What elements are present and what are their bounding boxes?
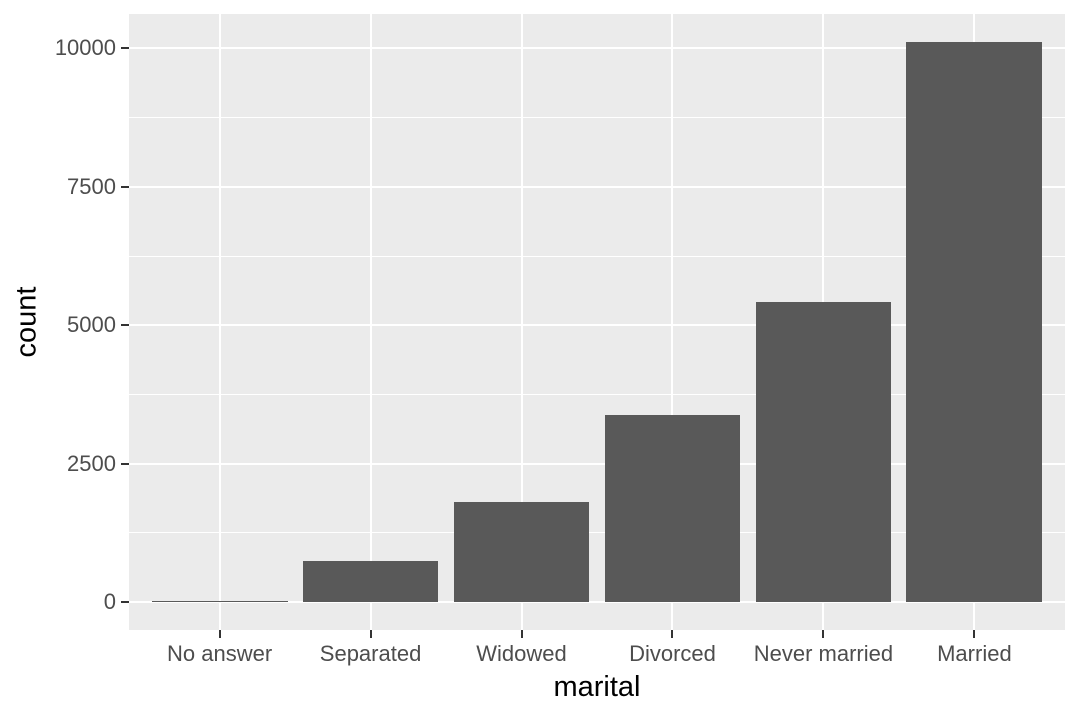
y-tick-mark — [121, 47, 129, 50]
y-tick-label: 5000 — [67, 312, 116, 338]
bar-married — [906, 42, 1043, 602]
x-tick-mark — [671, 630, 674, 638]
x-tick-mark — [973, 630, 976, 638]
x-tick-label: Never married — [753, 641, 894, 666]
bar-divorced — [604, 414, 741, 602]
x-tick-mark — [369, 630, 372, 638]
bar-never-married — [755, 302, 892, 602]
gridline-minor — [129, 255, 1065, 257]
bar-no-answer — [151, 601, 288, 603]
gridline-minor — [129, 393, 1065, 395]
x-tick-mark — [218, 630, 221, 638]
x-axis-title: marital — [553, 671, 641, 703]
x-tick-label: Married — [937, 641, 1012, 666]
gridline-major-vertical — [369, 14, 372, 630]
gridline-minor — [129, 117, 1065, 119]
y-tick-mark — [121, 185, 129, 188]
plot-panel — [129, 14, 1065, 630]
gridline-major — [129, 462, 1065, 465]
gridline-major — [129, 47, 1065, 50]
bar-separated — [302, 560, 439, 602]
x-tick-label: No answer — [167, 641, 273, 666]
y-tick-label: 10000 — [54, 35, 116, 61]
y-tick-mark — [121, 462, 129, 465]
gridline-minor — [129, 532, 1065, 534]
y-tick-mark — [121, 324, 129, 327]
gridline-major-vertical — [218, 14, 221, 630]
x-tick-label: Separated — [319, 641, 422, 666]
gridline-major — [129, 324, 1065, 327]
x-tick-mark — [822, 630, 825, 638]
gridline-major-vertical — [520, 14, 523, 630]
x-tick-label: Widowed — [476, 641, 567, 666]
x-tick-label: Divorced — [629, 641, 716, 666]
y-tick-label: 2500 — [67, 450, 116, 476]
gridline-major-vertical — [671, 14, 674, 630]
gridline-major — [129, 185, 1065, 188]
y-tick-label: 0 — [103, 588, 116, 614]
bar-widowed — [453, 501, 590, 602]
y-tick-mark — [121, 600, 129, 603]
x-tick-mark — [520, 630, 523, 638]
y-tick-label: 7500 — [67, 173, 116, 199]
gridline-major — [129, 600, 1065, 603]
